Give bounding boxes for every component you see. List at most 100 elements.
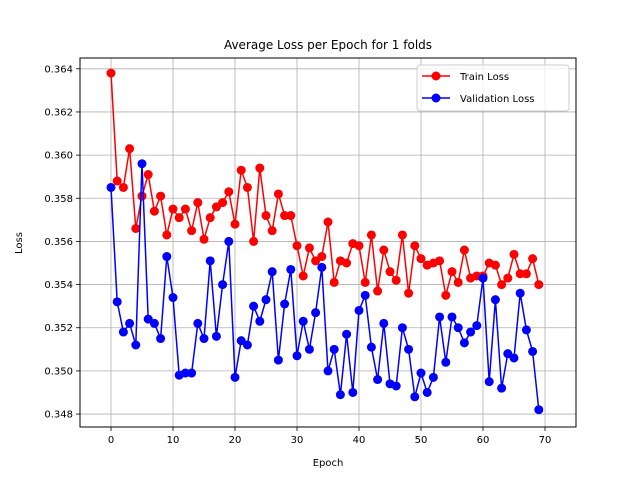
train-loss-point (379, 245, 389, 255)
validation-loss-point (435, 312, 445, 322)
validation-loss-point (466, 327, 476, 337)
train-loss-point (459, 245, 469, 255)
train-loss-point (354, 241, 364, 251)
train-loss-point (187, 226, 197, 236)
x-tick-label: 50 (415, 435, 428, 446)
validation-loss-point (373, 375, 383, 385)
train-loss-point (373, 286, 383, 296)
validation-loss-point (224, 236, 234, 246)
validation-loss-point (472, 321, 482, 331)
train-loss-point (261, 211, 271, 221)
train-loss-point (503, 273, 513, 283)
train-loss-point (298, 271, 308, 281)
train-loss-point (224, 187, 234, 197)
legend-validation-label: Validation Loss (460, 94, 535, 105)
legend-validation-marker (431, 93, 441, 103)
train-loss-point (131, 223, 141, 233)
train-loss-point (360, 277, 370, 287)
train-loss-point (366, 230, 376, 240)
validation-loss-point (249, 301, 259, 311)
x-tick-label: 10 (167, 435, 180, 446)
validation-loss-point (286, 264, 296, 274)
validation-loss-point (311, 308, 321, 318)
x-tick-label: 60 (477, 435, 490, 446)
train-loss-point (435, 256, 445, 266)
train-loss-point (267, 226, 277, 236)
train-loss-point (453, 277, 463, 287)
train-loss-point (143, 170, 153, 180)
validation-loss-point (298, 316, 308, 326)
y-tick-label: 0.354 (44, 280, 73, 291)
train-loss-point (447, 267, 457, 277)
train-loss-point (236, 165, 246, 175)
y-tick-label: 0.348 (44, 410, 73, 421)
train-loss-point (168, 204, 178, 214)
train-loss-point (521, 269, 531, 279)
train-loss-point (323, 217, 333, 227)
validation-loss-point (292, 351, 302, 361)
train-loss-point (137, 191, 147, 201)
validation-loss-point (509, 353, 519, 363)
train-loss-point (230, 219, 240, 229)
y-tick-label: 0.356 (44, 237, 73, 248)
train-loss-point (242, 182, 252, 192)
validation-loss-point (447, 312, 457, 322)
train-loss-point (286, 211, 296, 221)
validation-loss-point (280, 299, 290, 309)
train-loss-point (205, 213, 215, 223)
validation-loss-point (125, 318, 135, 328)
train-loss-point (404, 288, 414, 298)
train-loss-point (180, 204, 190, 214)
validation-loss-point (112, 297, 122, 307)
validation-loss-point (199, 334, 209, 344)
validation-loss-point (131, 340, 141, 350)
x-tick-label: 30 (291, 435, 304, 446)
train-loss-point (156, 191, 166, 201)
train-loss-point (273, 189, 283, 199)
validation-loss-point (242, 340, 252, 350)
x-tick-label: 0 (108, 435, 114, 446)
validation-loss-point (168, 293, 178, 303)
legend-box (416, 64, 570, 112)
y-tick-label: 0.364 (44, 64, 73, 75)
train-loss-point (410, 241, 420, 251)
validation-loss-point (137, 159, 147, 169)
legend-train-label: Train Loss (459, 72, 509, 83)
train-loss-point (162, 230, 172, 240)
validation-loss-point (348, 387, 358, 397)
validation-loss-point (404, 344, 414, 354)
train-loss-point (304, 243, 314, 253)
train-loss-point (515, 269, 525, 279)
validation-loss-point (317, 262, 327, 272)
validation-loss-point (118, 327, 128, 337)
train-loss-point (112, 176, 122, 186)
y-tick-label: 0.362 (44, 107, 73, 118)
validation-loss-point (391, 381, 401, 391)
validation-loss-point (193, 318, 203, 328)
train-loss-point (416, 254, 426, 264)
train-loss-point (385, 267, 395, 277)
train-loss-point (106, 68, 116, 78)
y-tick-label: 0.352 (44, 323, 73, 334)
validation-loss-point (180, 368, 190, 378)
validation-loss-point (379, 318, 389, 328)
validation-loss-point (323, 366, 333, 376)
train-loss-point (397, 230, 407, 240)
x-tick-label: 20 (229, 435, 242, 446)
train-loss-point (497, 280, 507, 290)
train-loss-point (125, 144, 135, 154)
validation-loss-point (205, 256, 215, 266)
train-loss-point (534, 280, 544, 290)
validation-loss-point (441, 357, 451, 367)
train-loss-point (490, 260, 500, 270)
validation-loss-point (528, 346, 538, 356)
train-loss-point (441, 290, 451, 300)
validation-loss-point (422, 387, 432, 397)
plot-frame (79, 57, 577, 428)
validation-loss-point (162, 252, 172, 262)
validation-loss-point (273, 355, 283, 365)
legend-train-marker (431, 71, 441, 81)
validation-loss-point (478, 273, 488, 283)
chart-title: Average Loss per Epoch for 1 folds (224, 38, 432, 52)
train-loss-point (391, 275, 401, 285)
